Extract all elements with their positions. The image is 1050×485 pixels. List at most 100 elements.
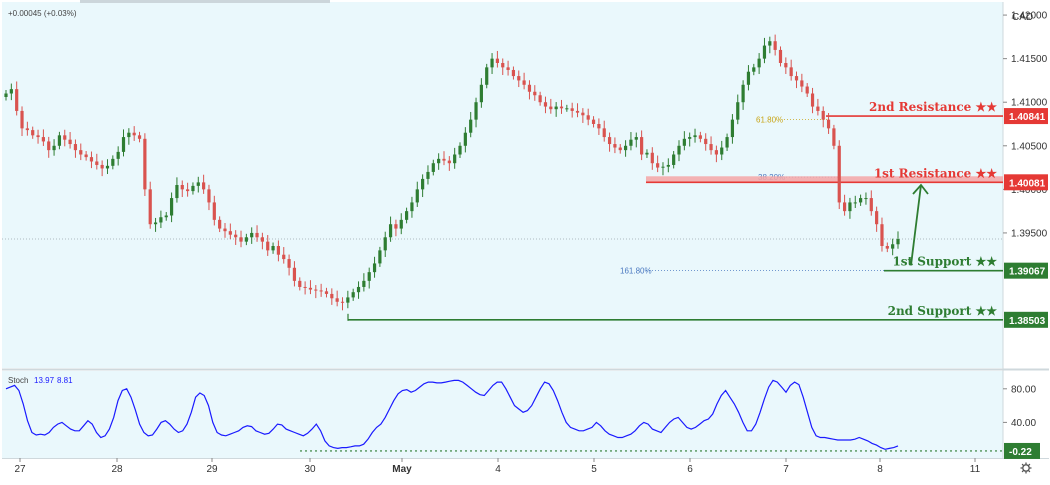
candle-body [244, 237, 248, 242]
candle-body [346, 297, 350, 303]
candle-body [533, 91, 537, 96]
candle-body [538, 95, 542, 103]
fib-label: 161.80% [620, 266, 652, 275]
price-tag-label: 1.40841 [1009, 112, 1046, 123]
price-tag-label: 1.40081 [1009, 178, 1046, 189]
candle-body [164, 215, 168, 218]
candle-body [474, 102, 478, 120]
candle-body [356, 286, 361, 293]
time-tick-label: 30 [304, 464, 316, 475]
candle-body [693, 135, 697, 138]
candle-body [431, 163, 435, 172]
candle-body [100, 164, 104, 169]
candle-body [613, 144, 617, 148]
candle-body [234, 234, 238, 238]
candle-body [282, 254, 286, 260]
candle-body [57, 135, 62, 146]
candle-body [506, 67, 510, 70]
candle-body [255, 232, 259, 238]
candle-body [223, 228, 227, 232]
candle-body [340, 301, 345, 303]
candle-body [725, 137, 729, 148]
candle-body [597, 124, 601, 129]
candle-body [752, 67, 756, 72]
candle-body [68, 139, 72, 145]
candle-body [826, 119, 831, 129]
candle-body [137, 135, 142, 139]
candle-body [634, 137, 638, 140]
candle-body [832, 128, 836, 146]
candle-body [581, 112, 585, 116]
candle-body [575, 110, 580, 113]
candle-body [794, 76, 799, 81]
candle-body [640, 137, 644, 155]
candle-body [218, 219, 222, 229]
candle-body [383, 237, 387, 251]
price-tag [1004, 174, 1048, 191]
candle-body [250, 232, 254, 238]
price-tag [1004, 108, 1048, 125]
stoch-name: Stoch [8, 376, 28, 385]
fib-label: 61.80% [756, 116, 783, 125]
candle-body [848, 202, 852, 212]
candle-body [335, 298, 339, 302]
arrow-shaft [910, 184, 922, 266]
candle-body [20, 110, 24, 129]
candle-body [191, 185, 195, 192]
resistance-label: 1st Resistance ★★ [874, 166, 997, 180]
candle-body [169, 198, 174, 216]
stoch-line [5, 379, 899, 450]
candle-body [736, 102, 740, 120]
candle-body [757, 58, 761, 68]
time-tick-label: 7 [783, 464, 789, 475]
resistance-zone [646, 176, 1003, 183]
time-tick-label: 29 [206, 464, 218, 475]
candle-body [645, 152, 649, 155]
candle-body [207, 189, 211, 203]
candle-body [762, 45, 767, 59]
candle-body [720, 147, 724, 155]
candle-body [837, 145, 841, 203]
time-tick-label: 11 [970, 464, 981, 475]
candle-body [180, 185, 184, 190]
candle-body [746, 71, 751, 85]
candle-body [891, 244, 895, 249]
candle-body [869, 198, 873, 212]
candle-body [875, 211, 879, 225]
candle-body [704, 138, 708, 145]
candle-body [842, 202, 847, 212]
settings-gear-icon[interactable] [1020, 462, 1032, 474]
candle-body [202, 182, 206, 190]
candle-body [864, 198, 868, 200]
candle-body [79, 150, 83, 155]
stoch-value-tag [1004, 442, 1040, 459]
candle-body [677, 145, 681, 155]
candle-body [773, 41, 777, 50]
price-tick-label: 1.42000 [1011, 11, 1048, 22]
candle-body [570, 108, 574, 111]
candle-body [127, 132, 131, 138]
candle-body [287, 259, 291, 268]
candle-body [656, 163, 660, 168]
candle-body [805, 86, 809, 94]
candle-body [186, 189, 190, 192]
candle-body [607, 137, 612, 145]
candle-body [260, 237, 264, 242]
candle-body [84, 154, 88, 158]
candle-body [362, 280, 366, 287]
candle-body [784, 63, 788, 68]
candle-body [298, 280, 302, 287]
price-tag-label: 1.39067 [1009, 267, 1046, 278]
support-label: 2nd Support ★★ [888, 304, 998, 318]
price-axis[interactable]: 1.42000 1.41500 1.41000 1.40500 1.40000 1.395… [1003, 11, 1048, 240]
candle-body [271, 246, 275, 251]
time-axis[interactable]: 27 28 29 30 May 4 5 6 7 8 11 [14, 458, 981, 475]
candle-body [661, 166, 665, 168]
candle-body [36, 135, 40, 138]
candle-body [73, 144, 78, 151]
candle-body [239, 237, 243, 242]
candle-body [228, 231, 232, 235]
candle-body [330, 293, 334, 299]
candle-body [31, 130, 35, 136]
